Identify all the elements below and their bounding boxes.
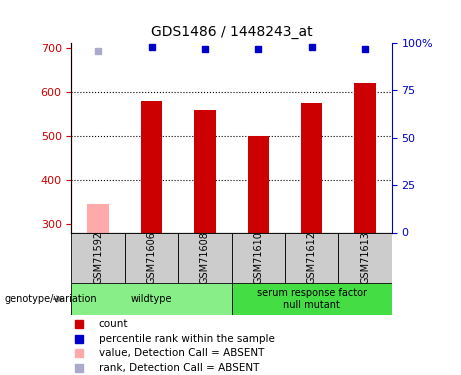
Text: GSM71613: GSM71613 — [360, 231, 370, 284]
Bar — [231, 232, 285, 283]
Bar — [301, 103, 322, 232]
Bar — [71, 232, 125, 283]
Bar — [71, 283, 231, 315]
Text: value, Detection Call = ABSENT: value, Detection Call = ABSENT — [99, 348, 264, 358]
Text: wildtype: wildtype — [131, 294, 172, 304]
Text: serum response factor
null mutant: serum response factor null mutant — [257, 288, 367, 310]
Text: rank, Detection Call = ABSENT: rank, Detection Call = ABSENT — [99, 363, 259, 373]
Bar — [285, 232, 338, 283]
Bar — [88, 204, 109, 232]
Text: genotype/variation: genotype/variation — [5, 294, 97, 304]
Text: GSM71592: GSM71592 — [93, 231, 103, 284]
Bar — [231, 283, 392, 315]
Text: percentile rank within the sample: percentile rank within the sample — [99, 334, 275, 344]
Bar — [141, 101, 162, 232]
Text: GSM71608: GSM71608 — [200, 231, 210, 284]
Title: GDS1486 / 1448243_at: GDS1486 / 1448243_at — [151, 26, 313, 39]
Text: GSM71610: GSM71610 — [254, 231, 263, 284]
Bar — [125, 232, 178, 283]
Bar — [338, 232, 392, 283]
Text: count: count — [99, 319, 128, 329]
Bar — [355, 83, 376, 232]
Bar — [194, 110, 216, 232]
Bar — [178, 232, 231, 283]
Bar — [248, 136, 269, 232]
Text: GSM71612: GSM71612 — [307, 231, 317, 284]
Text: GSM71606: GSM71606 — [147, 231, 157, 284]
